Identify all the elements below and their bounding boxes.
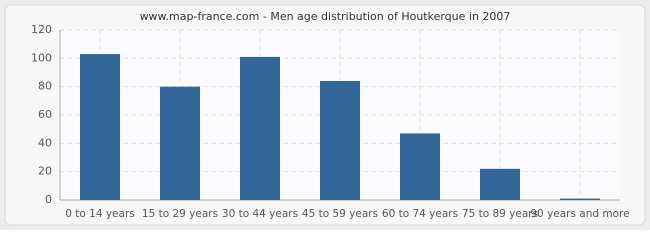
- y-tick-label: 60: [38, 108, 52, 121]
- bar: [480, 168, 520, 200]
- chart-title: www.map-france.com - Men age distributio…: [140, 10, 511, 23]
- x-tick-label: 90 years and more: [530, 208, 629, 220]
- y-tick-label: 100: [31, 51, 52, 64]
- y-tick-label: 120: [31, 23, 52, 36]
- bar: [80, 54, 120, 201]
- y-tick-label: 20: [38, 165, 52, 178]
- y-tick-label: 80: [38, 80, 52, 93]
- bar: [320, 81, 360, 200]
- x-tick-label: 45 to 59 years: [302, 208, 378, 220]
- bar: [240, 56, 280, 200]
- y-tick-label: 0: [45, 193, 52, 206]
- y-tick-label: 40: [38, 136, 52, 149]
- x-tick-label: 75 to 89 years: [462, 208, 538, 220]
- x-tick-label: 15 to 29 years: [142, 208, 218, 220]
- bar: [400, 133, 440, 200]
- chart: www.map-france.com - Men age distributio…: [0, 0, 650, 230]
- x-tick-label: 0 to 14 years: [65, 208, 135, 220]
- x-tick-label: 30 to 44 years: [222, 208, 298, 220]
- bar: [560, 198, 600, 200]
- x-tick-label: 60 to 74 years: [382, 208, 458, 220]
- bar: [160, 86, 200, 200]
